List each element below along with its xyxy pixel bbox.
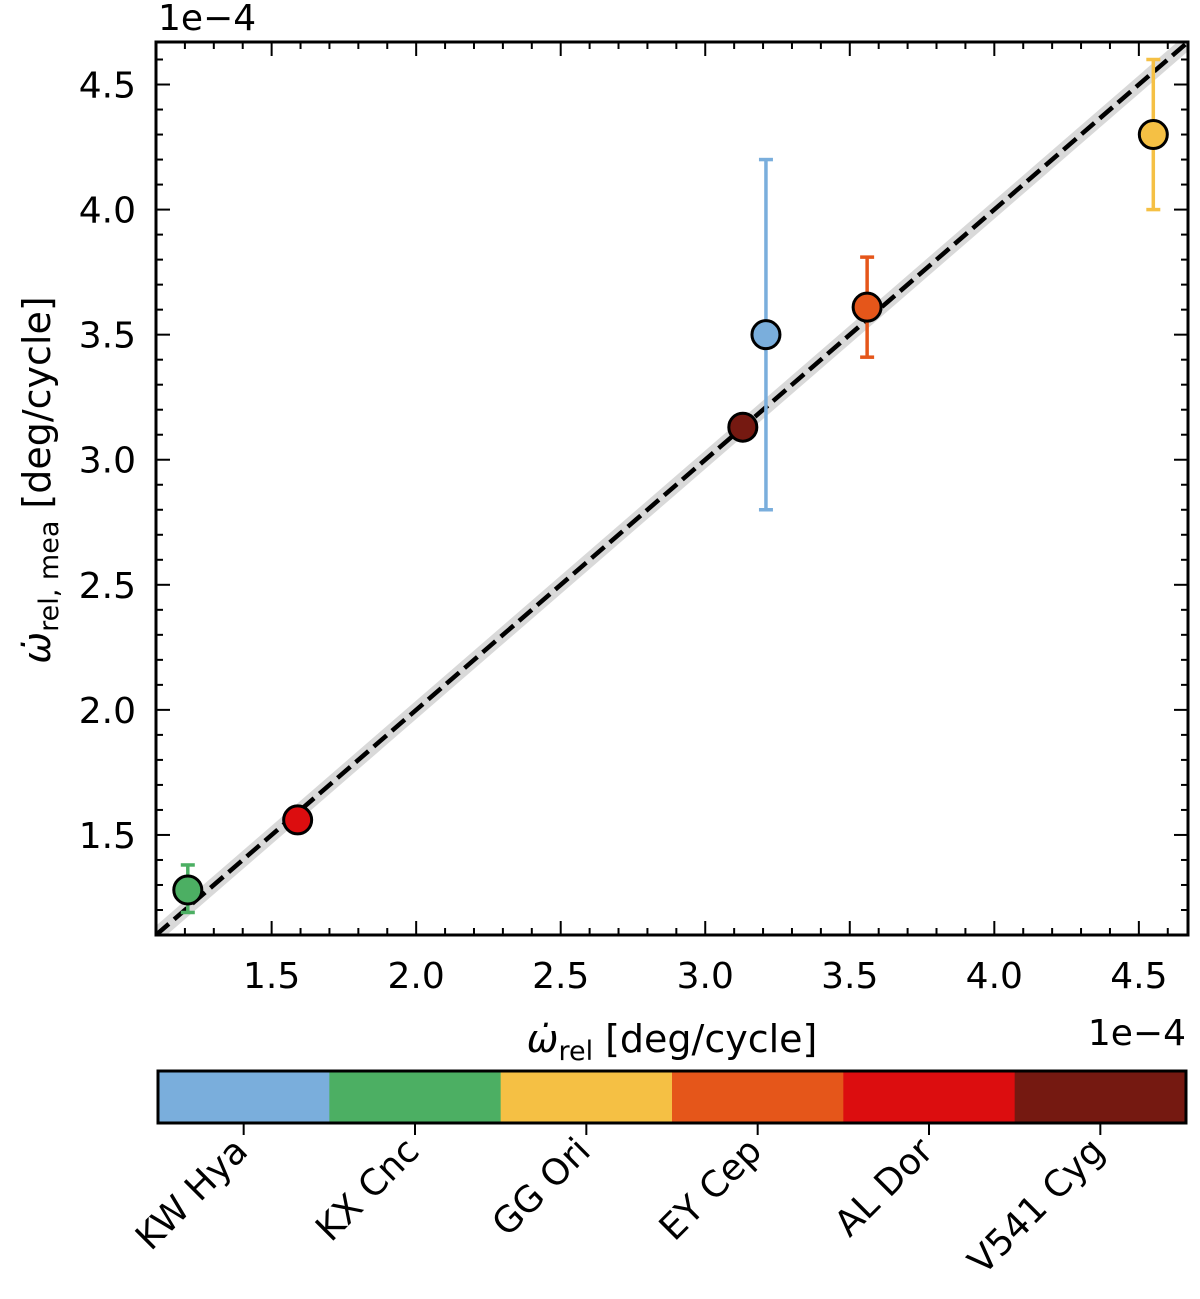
point-v541-cyg <box>727 411 759 443</box>
plot-frame <box>154 40 1190 937</box>
colorbar-frame <box>156 1069 1188 1125</box>
colorbar-segment-gg-ori <box>500 1071 673 1123</box>
x-tick-label: 4.5 <box>1110 956 1167 997</box>
colorbar-segment-al-dor <box>843 1071 1016 1123</box>
colorbar-label-kw-hya: KW Hya <box>128 1130 256 1258</box>
colorbar-label-kx-cnc: KX Cnc <box>308 1130 427 1249</box>
x-tick-label: 3.5 <box>821 956 878 997</box>
y-tick-label: 3.0 <box>79 441 136 482</box>
y-tick-label: 4.5 <box>79 66 136 107</box>
y-tick-label: 4.0 <box>79 191 136 232</box>
y-axis-label-symbol: ω̇ <box>15 632 59 664</box>
colorbar-label-al-dor: AL Dor <box>827 1130 941 1244</box>
point-al-dor <box>282 804 314 836</box>
colorbar-label-v541-cyg: V541 Cyg <box>961 1130 1113 1282</box>
x-axis-label-sub: rel <box>558 1036 593 1067</box>
x-tick-label: 3.0 <box>677 956 734 997</box>
x-axis-label-unit: [deg/cycle] <box>605 1017 817 1061</box>
y-tick-label: 2.5 <box>79 566 136 607</box>
y-tick-label: 2.0 <box>79 691 136 732</box>
x-tick-label: 2.0 <box>388 956 445 997</box>
y-multiplier-label: 1e−4 <box>158 0 256 39</box>
colorbar-label-ey-cep: EY Cep <box>652 1130 770 1248</box>
point-kw-hya <box>750 319 782 351</box>
svg-text:ω̇rel, mea[deg/cycle]: ω̇rel, mea [deg/cycle] <box>15 296 65 663</box>
y-axis-label: ω̇rel, mea [deg/cycle] <box>15 296 65 663</box>
x-axis-label: ω̇rel [deg/cycle] <box>527 1017 818 1067</box>
svg-text:ω̇rel[deg/cycle]: ω̇rel [deg/cycle] <box>527 1017 818 1067</box>
colorbar-segment-v541-cyg <box>1014 1071 1187 1123</box>
x-tick-label: 2.5 <box>532 956 589 997</box>
x-multiplier-label: 1e−4 <box>1088 1013 1186 1054</box>
point-kx-cnc <box>172 874 204 906</box>
colorbar-segment-ey-cep <box>672 1071 844 1123</box>
x-tick-label: 4.0 <box>966 956 1023 997</box>
y-tick-label: 1.5 <box>79 816 136 857</box>
y-axis-label-sub: rel, mea <box>34 521 65 632</box>
colorbar-segment-kx-cnc <box>329 1071 502 1123</box>
y-axis-label-unit: [deg/cycle] <box>15 296 59 508</box>
point-ey-cep <box>851 291 883 323</box>
x-tick-label: 1.5 <box>243 956 300 997</box>
y-tick-label: 3.5 <box>79 316 136 357</box>
colorbar: KW Hya KX Cnc GG Ori EY Cep AL Dor V541 Cyg <box>128 1069 1188 1282</box>
point-gg-ori <box>1137 119 1169 151</box>
colorbar-label-gg-ori: GG Ori <box>485 1130 599 1244</box>
x-axis-label-symbol: ω̇ <box>527 1017 559 1061</box>
colorbar-segment-kw-hya <box>158 1071 330 1123</box>
reference-line <box>156 42 1188 935</box>
